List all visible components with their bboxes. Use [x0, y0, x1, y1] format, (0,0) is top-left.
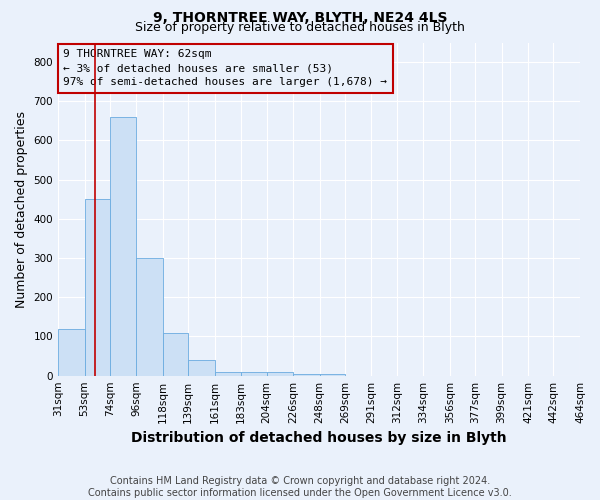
Bar — [85, 200, 110, 376]
Bar — [58, 328, 85, 376]
Bar — [110, 117, 136, 376]
Text: 9 THORNTREE WAY: 62sqm
← 3% of detached houses are smaller (53)
97% of semi-deta: 9 THORNTREE WAY: 62sqm ← 3% of detached … — [63, 49, 387, 87]
Bar — [293, 374, 320, 376]
Bar — [241, 372, 266, 376]
Text: 9, THORNTREE WAY, BLYTH, NE24 4LS: 9, THORNTREE WAY, BLYTH, NE24 4LS — [153, 12, 447, 26]
Bar — [188, 360, 215, 376]
Bar — [215, 372, 241, 376]
Bar — [320, 374, 345, 376]
X-axis label: Distribution of detached houses by size in Blyth: Distribution of detached houses by size … — [131, 431, 507, 445]
Text: Contains HM Land Registry data © Crown copyright and database right 2024.
Contai: Contains HM Land Registry data © Crown c… — [88, 476, 512, 498]
Bar — [163, 332, 188, 376]
Text: Size of property relative to detached houses in Blyth: Size of property relative to detached ho… — [135, 22, 465, 35]
Y-axis label: Number of detached properties: Number of detached properties — [15, 110, 28, 308]
Bar — [136, 258, 163, 376]
Bar — [266, 372, 293, 376]
